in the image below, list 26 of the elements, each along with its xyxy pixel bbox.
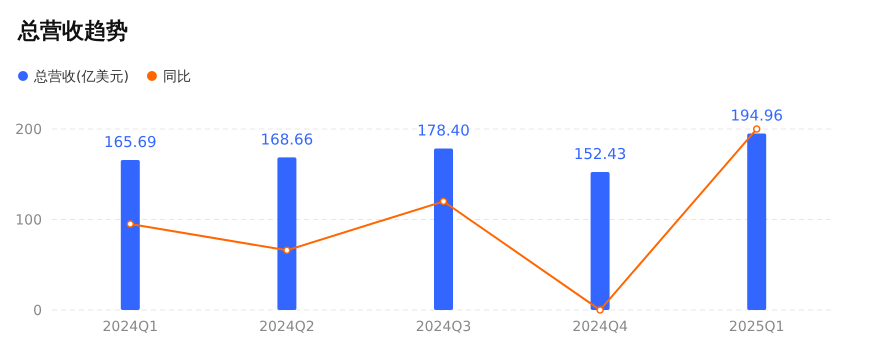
point <box>126 220 134 228</box>
point <box>596 306 604 314</box>
x-tick-label: 2025Q1 <box>728 319 784 335</box>
bar <box>277 157 296 310</box>
x-tick-label: 2024Q1 <box>102 319 158 335</box>
point <box>440 198 448 206</box>
data-label: 165.69 <box>104 133 157 152</box>
chart-title: 总营收趋势 <box>17 19 128 44</box>
bar <box>747 134 766 310</box>
x-tick-label: 2024Q3 <box>416 319 472 335</box>
x-tick-label: 2024Q2 <box>259 319 315 335</box>
bar <box>590 172 610 310</box>
legend-label: 总营收(亿美元) <box>33 69 129 85</box>
data-label: 194.96 <box>730 106 783 125</box>
point <box>752 125 760 133</box>
y-tick-label: 100 <box>15 212 42 228</box>
data-label: 152.43 <box>574 145 626 164</box>
bar <box>434 148 453 310</box>
bar <box>120 160 140 310</box>
legend-label: 同比 <box>162 69 191 85</box>
data-label: 168.66 <box>260 130 314 148</box>
point <box>283 246 291 254</box>
x-tick-label: 2024Q4 <box>572 319 628 335</box>
y-tick-label: 200 <box>15 122 42 138</box>
y-tick-label: 0 <box>33 303 42 319</box>
data-label: 178.40 <box>417 122 470 140</box>
